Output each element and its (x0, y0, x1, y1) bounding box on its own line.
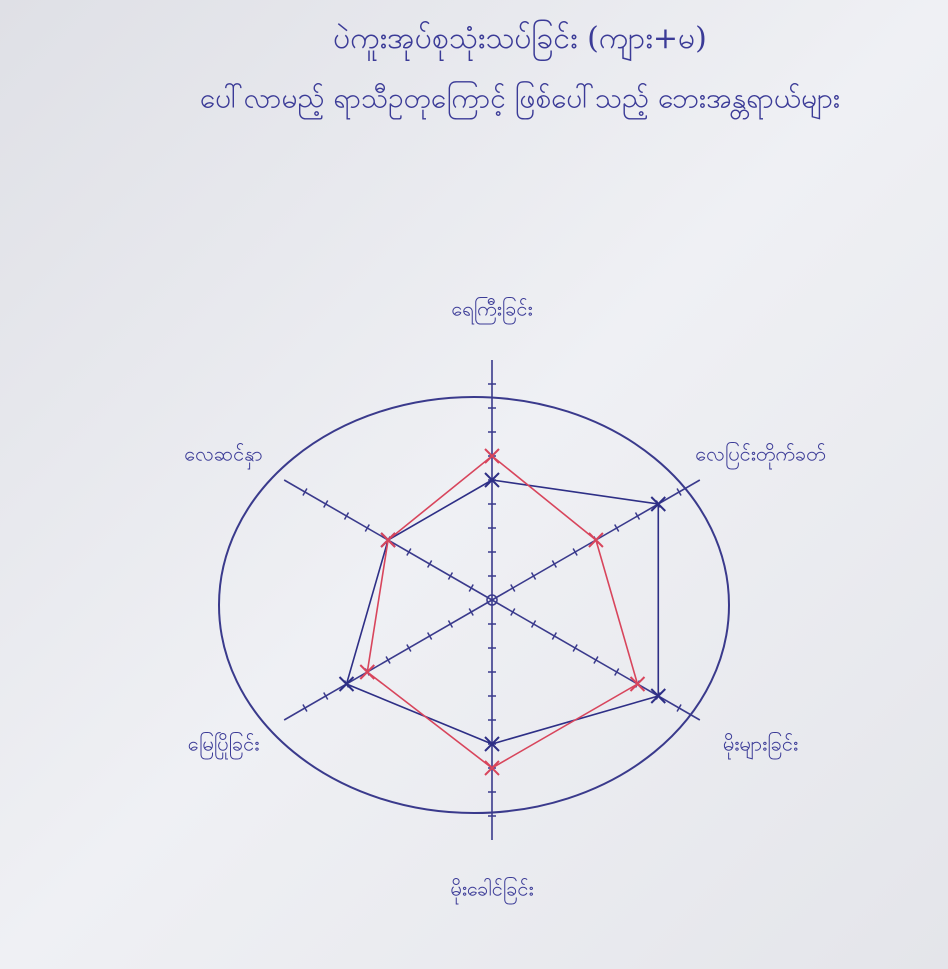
axis-label: မြေပြိုခြင်း (188, 732, 260, 760)
page: ပဲကူးအုပ်စုသုံးသပ်ခြင်း (ကျား+မ) ပေါ်လာမ… (0, 0, 948, 969)
chart: ပဲကူးအုပ်စုသုံးသပ်ခြင်း (ကျား+မ) ပေါ်လာမ… (0, 0, 948, 969)
axis-label: ရေကြီးခြင်း (451, 297, 532, 325)
chart-subtitle: ပေါ်လာမည့် ရာသီဥတုကြောင့် ဖြစ်ပေါ်သည့် ဘ… (200, 80, 840, 121)
paper (0, 0, 948, 969)
axis-label: လေပြင်းတိုက်ခတ် (695, 442, 825, 470)
axis-label: လေဆင်နှာ (184, 442, 263, 470)
axis-label: မိုးခေါင်ခြင်း (450, 877, 533, 905)
chart-title: ပဲကူးအုပ်စုသုံးသပ်ခြင်း (ကျား+မ) (333, 19, 707, 62)
axis-label: မိုးများခြင်း (723, 732, 798, 760)
